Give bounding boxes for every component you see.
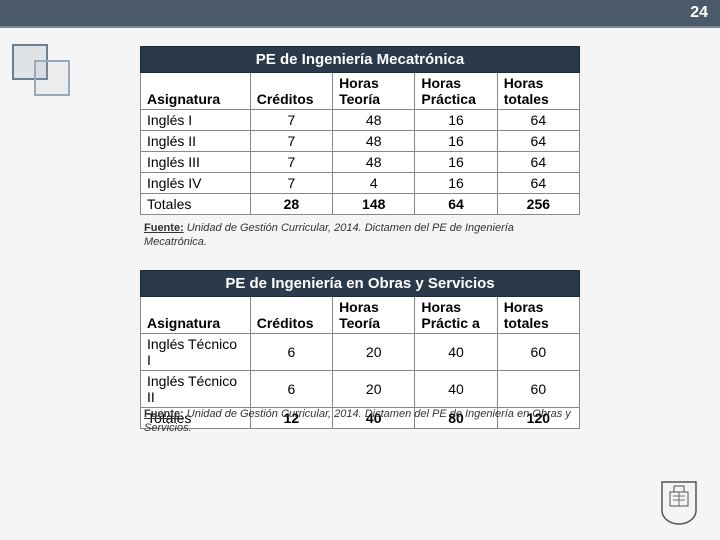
top-bar: 24 xyxy=(0,0,720,28)
table2: PE de Ingeniería en Obras y Servicios As… xyxy=(140,270,580,429)
table1-h1: Créditos xyxy=(250,73,332,110)
table1-title-row: PE de Ingeniería Mecatrónica xyxy=(141,47,580,73)
table2-h0: Asignatura xyxy=(141,296,251,333)
cell: Inglés III xyxy=(141,152,251,173)
cell: Inglés I xyxy=(141,110,251,131)
table2-header-row: Asignatura Créditos Horas Teoría Horas P… xyxy=(141,296,580,333)
page-number: 24 xyxy=(690,4,708,22)
cell: 7 xyxy=(250,173,332,194)
cell: 7 xyxy=(250,152,332,173)
table1-header-row: Asignatura Créditos Horas Teoría Horas P… xyxy=(141,73,580,110)
institution-logo xyxy=(656,476,702,526)
table1-totals: Totales 28 148 64 256 xyxy=(141,194,580,215)
cell: 48 xyxy=(333,131,415,152)
table2-h1: Créditos xyxy=(250,296,332,333)
table2-h4: Horas totales xyxy=(497,296,579,333)
cell: 7 xyxy=(250,110,332,131)
cell: 64 xyxy=(497,173,579,194)
cell: 48 xyxy=(333,110,415,131)
table2-title-row: PE de Ingeniería en Obras y Servicios xyxy=(141,270,580,296)
cell: Inglés Técnico II xyxy=(141,370,251,407)
table-row: Inglés I 7 48 16 64 xyxy=(141,110,580,131)
cell: Totales xyxy=(141,194,251,215)
table1: PE de Ingeniería Mecatrónica Asignatura … xyxy=(140,46,580,215)
cell: 6 xyxy=(250,370,332,407)
cell: 16 xyxy=(415,152,497,173)
table1-source: Fuente: Unidad de Gestión Curricular, 20… xyxy=(144,221,576,250)
table2-h3: Horas Práctic a xyxy=(415,296,497,333)
table-row: Inglés Técnico I 6 20 40 60 xyxy=(141,333,580,370)
table-row: Inglés III 7 48 16 64 xyxy=(141,152,580,173)
table1-h3: Horas Práctica xyxy=(415,73,497,110)
table2-h2: Horas Teoría xyxy=(333,296,415,333)
cell: Inglés Técnico I xyxy=(141,333,251,370)
table-row: Inglés II 7 48 16 64 xyxy=(141,131,580,152)
cell: 64 xyxy=(497,131,579,152)
cell: 64 xyxy=(497,110,579,131)
table1-title: PE de Ingeniería Mecatrónica xyxy=(141,47,580,73)
table2-title: PE de Ingeniería en Obras y Servicios xyxy=(141,270,580,296)
cell: 16 xyxy=(415,131,497,152)
cell: Inglés II xyxy=(141,131,251,152)
cell: 6 xyxy=(250,333,332,370)
table1-h0: Asignatura xyxy=(141,73,251,110)
cell: 64 xyxy=(415,194,497,215)
source-text: Unidad de Gestión Curricular, 2014. Dict… xyxy=(144,408,571,434)
cell: 48 xyxy=(333,152,415,173)
source-label: Fuente: xyxy=(144,222,184,234)
cell: 40 xyxy=(415,333,497,370)
cell: 28 xyxy=(250,194,332,215)
corner-decoration xyxy=(12,44,90,100)
table1-h4: Horas totales xyxy=(497,73,579,110)
source-label: Fuente: xyxy=(144,408,184,420)
cell: 256 xyxy=(497,194,579,215)
cell: 16 xyxy=(415,110,497,131)
table1-block: PE de Ingeniería Mecatrónica Asignatura … xyxy=(140,46,580,250)
cell: Inglés IV xyxy=(141,173,251,194)
cell: 60 xyxy=(497,370,579,407)
source-text: Unidad de Gestión Curricular, 2014. Dict… xyxy=(144,222,514,248)
table2-block: PE de Ingeniería en Obras y Servicios As… xyxy=(140,270,580,436)
cell: 7 xyxy=(250,131,332,152)
table1-h2: Horas Teoría xyxy=(333,73,415,110)
slide-content: PE de Ingeniería Mecatrónica Asignatura … xyxy=(0,28,720,436)
table2-source: Fuente: Unidad de Gestión Curricular, 20… xyxy=(140,407,580,436)
cell: 4 xyxy=(333,173,415,194)
cell: 20 xyxy=(333,333,415,370)
cell: 60 xyxy=(497,333,579,370)
cell: 20 xyxy=(333,370,415,407)
cell: 40 xyxy=(415,370,497,407)
table-row: Inglés Técnico II 6 20 40 60 xyxy=(141,370,580,407)
cell: 148 xyxy=(333,194,415,215)
cell: 16 xyxy=(415,173,497,194)
cell: 64 xyxy=(497,152,579,173)
table-row: Inglés IV 7 4 16 64 xyxy=(141,173,580,194)
